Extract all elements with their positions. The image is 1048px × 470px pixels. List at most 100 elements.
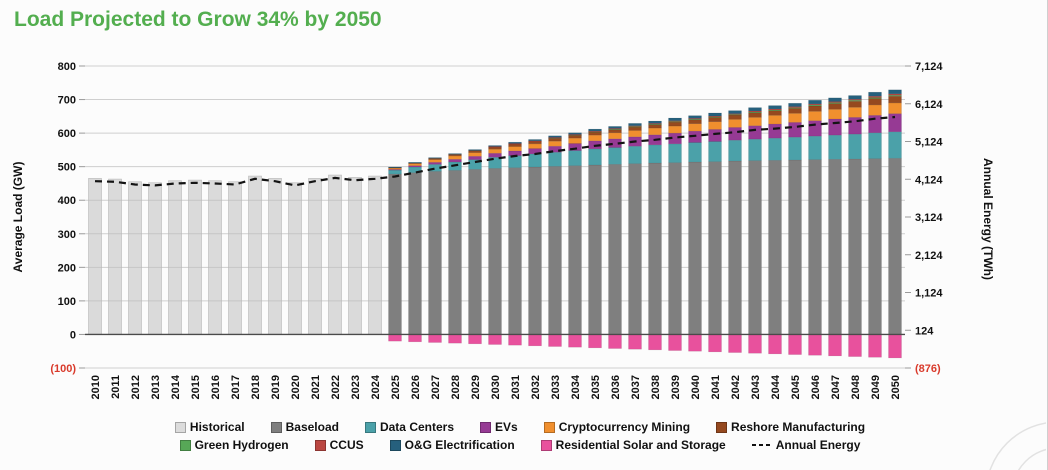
segment-baseload	[748, 160, 762, 335]
segment-historical	[348, 177, 362, 335]
bar-stack-2029	[468, 149, 482, 345]
year-label-2016: 2016	[210, 375, 222, 399]
year-label-2050: 2050	[890, 375, 902, 399]
segment-residential_solar	[588, 334, 602, 349]
segment-evs	[828, 118, 842, 136]
segment-historical	[148, 182, 162, 335]
segment-residential_solar	[408, 334, 422, 343]
year-label-2017: 2017	[230, 375, 242, 399]
svg-text:2,124: 2,124	[915, 250, 943, 262]
segment-reshore	[888, 95, 902, 104]
legend-swatch-icon	[540, 439, 552, 451]
legend-label: Cryptocurrency Mining	[558, 420, 691, 434]
year-label-2037: 2037	[630, 375, 642, 399]
segment-residential_solar	[748, 334, 762, 354]
svg-text:500: 500	[58, 162, 76, 174]
segment-evs	[808, 120, 822, 137]
segment-evs	[888, 113, 902, 133]
bar-stack-2015	[188, 179, 202, 335]
legend-label: Historical	[189, 420, 245, 434]
segment-baseload	[468, 169, 482, 335]
segment-evs	[748, 125, 762, 140]
legend-item-historical: Historical	[174, 420, 245, 434]
year-label-2010: 2010	[90, 375, 102, 399]
legend-label: EVs	[495, 420, 518, 434]
segment-data_centers	[628, 145, 642, 164]
year-label-2024: 2024	[370, 374, 382, 399]
segment-baseload	[408, 172, 422, 335]
svg-text:5,124: 5,124	[915, 137, 943, 149]
bar-stack-2031	[508, 141, 522, 346]
segment-og_electrification	[848, 95, 862, 100]
segment-baseload	[788, 159, 802, 335]
legend-label: Baseload	[285, 420, 339, 434]
segment-evs	[488, 152, 502, 158]
segment-data_centers	[828, 134, 842, 160]
segment-reshore	[768, 110, 782, 116]
year-label-2022: 2022	[330, 375, 342, 399]
legend-swatch-icon	[174, 421, 186, 433]
segment-data_centers	[688, 142, 702, 163]
segment-data_centers	[668, 143, 682, 163]
bar-stack-2043	[748, 107, 762, 354]
segment-crypto	[628, 130, 642, 138]
segment-baseload	[888, 157, 902, 335]
segment-og_electrification	[448, 153, 462, 155]
year-label-2026: 2026	[410, 375, 422, 399]
segment-crypto	[528, 143, 542, 149]
segment-historical	[88, 178, 102, 335]
segment-reshore	[848, 100, 862, 108]
segment-crypto	[468, 152, 482, 157]
svg-text:1,124: 1,124	[915, 288, 943, 300]
segment-residential_solar	[688, 334, 702, 352]
decorative-arcs	[989, 422, 1046, 470]
annual-energy-line	[94, 115, 896, 187]
year-label-2042: 2042	[730, 375, 742, 399]
segment-residential_solar	[868, 334, 882, 358]
segment-og_electrification	[568, 132, 582, 135]
svg-text:100: 100	[58, 296, 76, 308]
segment-evs	[728, 127, 742, 141]
segment-reshore	[728, 114, 742, 120]
year-label-2036: 2036	[610, 375, 622, 399]
legend-item-annual-energy: Annual Energy	[751, 438, 860, 452]
year-label-2030: 2030	[490, 375, 502, 399]
bar-stack-2032	[528, 139, 542, 347]
segment-crypto	[828, 108, 842, 120]
legend-label: Residential Solar and Storage	[555, 438, 726, 452]
segment-historical	[268, 178, 282, 335]
bar-stack-2017	[228, 181, 242, 335]
segment-og_electrification	[428, 157, 442, 159]
segment-og_electrification	[668, 117, 682, 121]
segment-crypto	[728, 119, 742, 128]
segment-baseload	[488, 168, 502, 335]
segment-crypto	[668, 125, 682, 134]
segment-data_centers	[548, 151, 562, 167]
bar-stack-2014	[168, 180, 182, 335]
year-label-2018: 2018	[250, 375, 262, 399]
segment-historical	[208, 180, 222, 335]
bars	[88, 89, 902, 359]
year-label-2045: 2045	[790, 375, 802, 399]
legend-swatch-icon	[364, 421, 376, 433]
dashed-line-icon	[751, 444, 772, 446]
year-label-2015: 2015	[190, 375, 202, 399]
segment-crypto	[408, 163, 422, 166]
segment-residential_solar	[788, 334, 802, 355]
bar-stack-2045	[788, 102, 802, 355]
legend-swatch-icon	[389, 439, 401, 451]
bar-stack-2037	[628, 123, 642, 350]
bar-stack-2030	[488, 145, 502, 345]
segment-baseload	[808, 159, 822, 335]
segment-residential_solar	[848, 334, 862, 357]
segment-crypto	[608, 132, 622, 140]
segment-crypto	[448, 155, 462, 160]
year-label-2047: 2047	[830, 375, 842, 399]
segment-crypto	[648, 127, 662, 136]
year-label-2044: 2044	[770, 374, 782, 399]
year-label-2034: 2034	[570, 374, 582, 399]
segment-og_electrification	[888, 89, 902, 95]
segment-historical	[248, 175, 262, 335]
bar-stack-2041	[708, 112, 722, 353]
segment-data_centers	[748, 138, 762, 161]
